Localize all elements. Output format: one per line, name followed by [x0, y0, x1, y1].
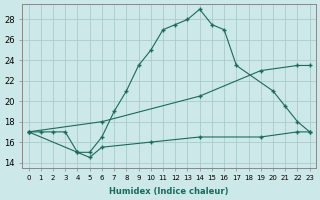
X-axis label: Humidex (Indice chaleur): Humidex (Indice chaleur) — [109, 187, 229, 196]
